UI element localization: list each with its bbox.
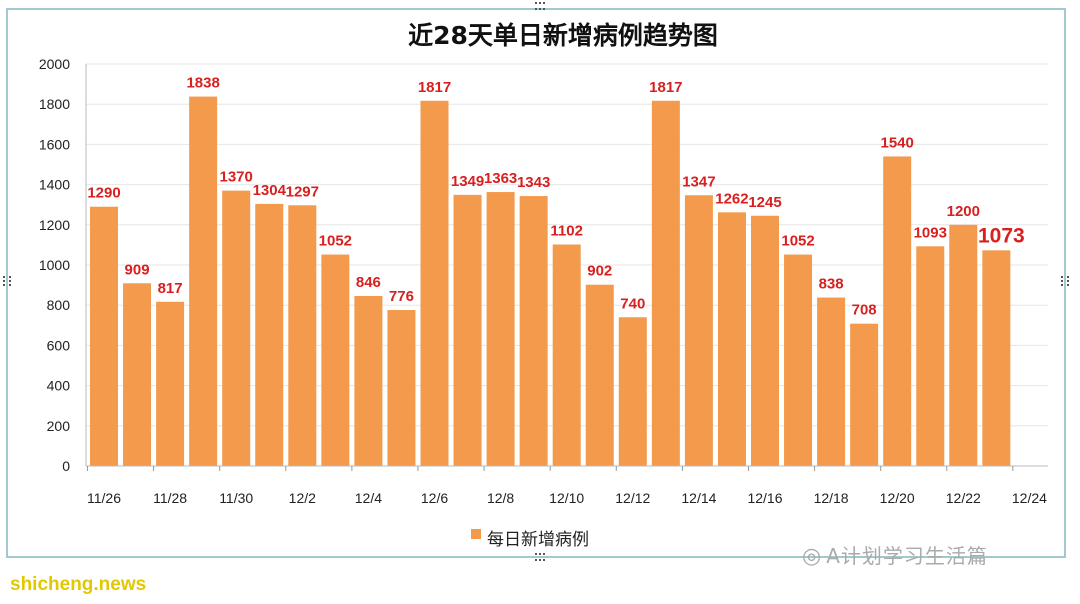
resize-handle-bottom[interactable] xyxy=(535,553,545,561)
x-tick-label: 12/12 xyxy=(615,490,650,506)
x-tick-label: 12/24 xyxy=(1012,490,1047,506)
bar-value-label: 1093 xyxy=(914,224,947,241)
bar-value-label: 1102 xyxy=(550,222,583,239)
bar-value-label: 1817 xyxy=(418,79,451,96)
bar-value-label: 740 xyxy=(620,295,645,312)
bar xyxy=(651,100,680,467)
legend-label: 每日新增病例 xyxy=(487,530,589,550)
bar-value-label: 1347 xyxy=(682,173,715,190)
bar xyxy=(684,195,713,467)
bar-value-label: 1052 xyxy=(319,233,352,250)
bar xyxy=(982,250,1011,466)
y-tick-label: 1600 xyxy=(39,136,70,152)
bar xyxy=(387,310,416,466)
source-label: shicheng.news xyxy=(10,574,147,595)
bar xyxy=(288,205,317,467)
bar xyxy=(618,317,647,466)
bar-value-label: 1343 xyxy=(517,174,550,191)
legend: 每日新增病例 xyxy=(471,529,589,550)
bar xyxy=(784,254,813,466)
y-axis: 0 200 400 600 800 1000 1200 1400 1600 1800 2000 xyxy=(39,56,87,474)
bar-value-label: 817 xyxy=(158,280,183,297)
x-tick-label: 12/22 xyxy=(946,490,981,506)
y-tick-label: 200 xyxy=(47,418,71,434)
x-tick-label: 12/16 xyxy=(747,490,782,506)
y-tick-label: 800 xyxy=(47,297,71,313)
bar xyxy=(751,215,779,466)
resize-handle-left[interactable] xyxy=(3,276,11,286)
bar-value-label: 1838 xyxy=(186,75,219,92)
bar xyxy=(717,212,746,466)
bar-value-label: 1304 xyxy=(253,182,287,199)
bar-value-label: 902 xyxy=(587,263,612,280)
bar-value-label: 1052 xyxy=(781,233,814,250)
bar xyxy=(156,301,185,466)
y-tick-label: 2000 xyxy=(39,56,70,72)
bar-value-label: 1349 xyxy=(451,173,484,190)
y-tick-label: 1200 xyxy=(39,217,70,233)
bar xyxy=(189,96,218,466)
x-tick-label: 12/6 xyxy=(421,490,448,506)
bar-value-label: 1073 xyxy=(978,224,1025,247)
wechat-icon: ◎ xyxy=(802,544,823,569)
bar xyxy=(420,100,449,467)
bar-value-label: 1262 xyxy=(715,190,748,207)
bars xyxy=(90,96,1011,467)
bar-value-label: 1245 xyxy=(748,194,781,211)
bar xyxy=(255,203,284,466)
bar xyxy=(453,194,482,466)
bar-value-label: 909 xyxy=(125,261,150,278)
x-tick-label: 12/8 xyxy=(487,490,514,506)
bar xyxy=(817,297,846,466)
x-tick-label: 11/26 xyxy=(87,490,121,506)
bar-value-label: 1200 xyxy=(947,203,980,220)
x-tick-label: 12/4 xyxy=(355,490,382,506)
y-tick-label: 1000 xyxy=(39,257,70,273)
watermark: ◎ A计划学习生活篇 xyxy=(802,540,988,569)
bar xyxy=(123,283,152,466)
bar xyxy=(321,254,350,466)
bar-value-label: 1363 xyxy=(484,170,517,187)
bar-value-label: 708 xyxy=(852,302,877,319)
bar xyxy=(222,190,251,466)
bar xyxy=(486,192,515,467)
resize-handle-top[interactable] xyxy=(535,2,545,10)
y-tick-label: 600 xyxy=(47,337,71,353)
bar-value-label: 846 xyxy=(356,274,381,291)
x-tick-label: 11/30 xyxy=(219,490,253,506)
x-axis: 11/26 11/28 11/30 12/2 12/4 12/6 12/8 12/10 12/1… xyxy=(86,465,1048,506)
y-tick-label: 400 xyxy=(47,378,71,394)
bar xyxy=(883,156,912,466)
resize-handle-right[interactable] xyxy=(1061,276,1069,286)
x-tick-label: 11/28 xyxy=(153,490,187,506)
bar-value-label: 776 xyxy=(389,288,414,305)
legend-swatch xyxy=(471,529,481,539)
y-tick-label: 0 xyxy=(62,458,70,474)
x-tick-label: 12/10 xyxy=(549,490,584,506)
bar-value-label: 1297 xyxy=(286,183,319,200)
chart-title: 近28天单日新增病例趋势图 xyxy=(408,21,718,50)
bar xyxy=(916,246,945,466)
bar-value-label: 1817 xyxy=(649,79,682,96)
x-tick-label: 12/18 xyxy=(814,490,849,506)
bar xyxy=(585,284,614,466)
bar xyxy=(90,206,118,466)
bar-value-label: 1290 xyxy=(87,185,120,202)
y-tick-label: 1400 xyxy=(39,177,70,193)
bar xyxy=(354,295,383,466)
bar xyxy=(949,224,978,466)
bar-value-label: 838 xyxy=(819,276,844,293)
watermark-text: A计划学习生活篇 xyxy=(826,544,988,568)
bar-value-label: 1370 xyxy=(220,169,253,186)
bar xyxy=(552,244,581,466)
y-tick-label: 1800 xyxy=(39,96,70,112)
bar xyxy=(850,323,879,466)
x-tick-label: 12/2 xyxy=(289,490,316,506)
bar xyxy=(519,196,548,466)
x-tick-label: 12/20 xyxy=(880,490,915,506)
x-tick-label: 12/14 xyxy=(681,490,716,506)
bar-value-label: 1540 xyxy=(881,134,914,151)
